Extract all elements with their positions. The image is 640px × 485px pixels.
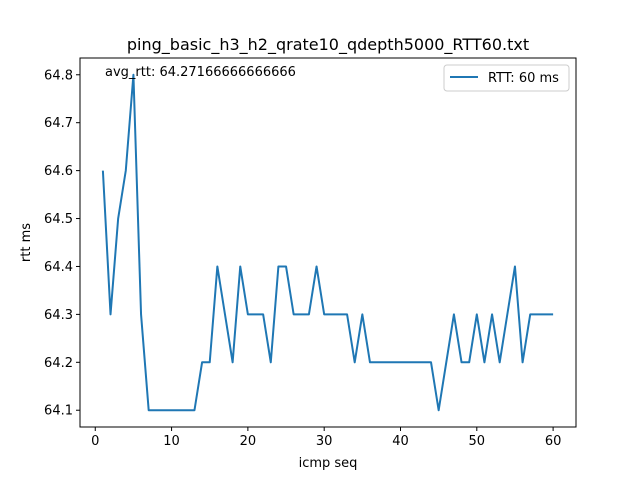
x-tick-label: 40 — [392, 434, 409, 449]
x-tick-label: 60 — [545, 434, 562, 449]
y-tick-label: 64.4 — [44, 260, 73, 275]
y-tick-label: 64.6 — [44, 164, 73, 179]
legend-label: RTT: 60 ms — [488, 71, 559, 86]
y-tick-label: 64.7 — [44, 116, 73, 131]
x-tick-label: 10 — [163, 434, 180, 449]
avg-rtt-annotation: avg_rtt: 64.27166666666666 — [105, 65, 296, 80]
x-tick-label: 30 — [316, 434, 333, 449]
y-tick-label: 64.3 — [44, 308, 73, 323]
x-tick-label: 0 — [91, 434, 99, 449]
y-tick-label: 64.2 — [44, 356, 73, 371]
y-tick-label: 64.8 — [44, 68, 73, 83]
y-tick-label: 64.1 — [44, 404, 73, 419]
chart-title: ping_basic_h3_h2_qrate10_qdepth5000_RTT6… — [127, 35, 529, 55]
x-tick-label: 20 — [240, 434, 257, 449]
x-axis-label: icmp seq — [299, 456, 358, 471]
x-tick-label: 50 — [469, 434, 486, 449]
y-tick-label: 64.5 — [44, 212, 73, 227]
y-axis-label: rtt ms — [19, 223, 34, 262]
legend: RTT: 60 ms — [444, 65, 569, 91]
